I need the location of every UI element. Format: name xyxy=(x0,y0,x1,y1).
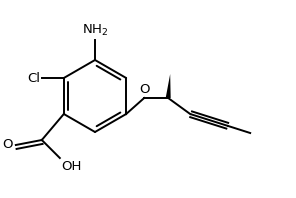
Text: NH$_2$: NH$_2$ xyxy=(82,23,108,38)
Text: O: O xyxy=(139,83,149,96)
Text: O: O xyxy=(2,137,13,150)
Polygon shape xyxy=(166,74,171,98)
Text: OH: OH xyxy=(61,160,81,173)
Text: Cl: Cl xyxy=(27,71,40,85)
